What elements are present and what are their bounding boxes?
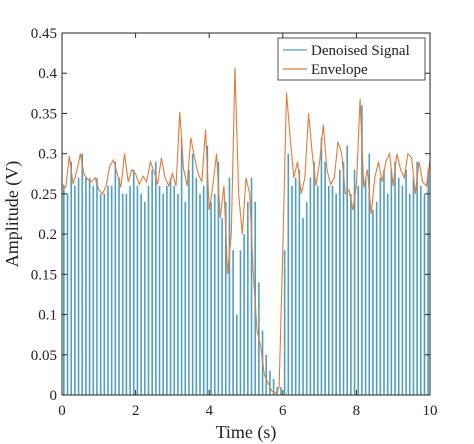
legend-box bbox=[277, 37, 426, 81]
y-tick-label: 0.05 bbox=[31, 348, 57, 364]
envelope-line bbox=[61, 67, 431, 395]
x-axis-label: Time (s) bbox=[216, 422, 277, 443]
x-tick-label: 8 bbox=[353, 403, 361, 419]
x-tick-label: 2 bbox=[132, 403, 140, 419]
y-tick-label: 0.2 bbox=[38, 227, 57, 243]
y-tick-label: 0.25 bbox=[31, 187, 57, 203]
x-tick-label: 4 bbox=[205, 403, 213, 419]
y-tick-label: 0.3 bbox=[38, 147, 57, 163]
y-tick-label: 0 bbox=[50, 388, 58, 404]
y-tick-label: 0.45 bbox=[31, 26, 57, 42]
y-tick-label: 0.15 bbox=[31, 267, 57, 283]
x-tick-label: 6 bbox=[279, 403, 287, 419]
plot-area bbox=[62, 33, 430, 395]
y-tick-label: 0.1 bbox=[38, 308, 57, 324]
plot-frame bbox=[61, 32, 431, 396]
y-axis-ticks: 0 0.05 0.1 0.15 0.2 0.25 0.3 0.35 0.4 0.45 bbox=[31, 26, 430, 404]
x-tick-label: 0 bbox=[58, 403, 66, 419]
x-axis-ticks: 0 2 4 6 8 10 bbox=[58, 33, 438, 419]
x-tick-label: 10 bbox=[423, 403, 438, 419]
denoised-signal-stems bbox=[63, 105, 429, 395]
legend-label-envelope: Envelope bbox=[311, 62, 368, 78]
legend: Denoised Signal Envelope bbox=[277, 37, 426, 81]
y-tick-label: 0.35 bbox=[31, 106, 57, 122]
legend-label-denoised-signal: Denoised Signal bbox=[311, 43, 410, 59]
y-axis-label: Amplitude (V) bbox=[2, 161, 23, 267]
y-tick-label: 0.4 bbox=[38, 66, 57, 82]
